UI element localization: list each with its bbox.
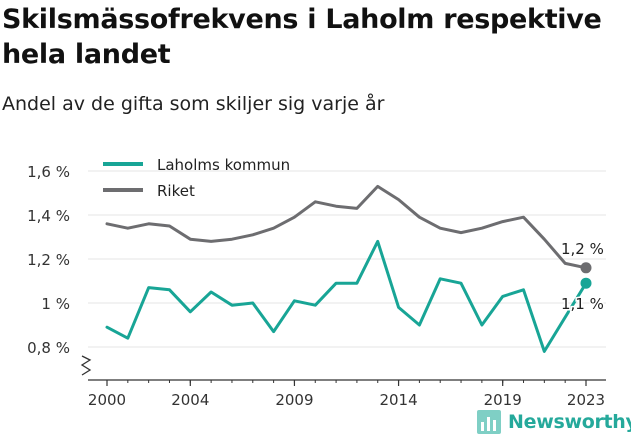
legend-label: Riket: [157, 182, 195, 200]
x-tick-label: 2009: [275, 391, 313, 409]
series-line: [105, 239, 588, 353]
end-labels: 1,1 % 1,2 %: [560, 238, 606, 314]
series-line: [105, 184, 588, 270]
x-tick-label: 2000: [88, 391, 126, 409]
y-tick-label: 1,6 %: [27, 163, 70, 181]
axis-break: [80, 355, 92, 376]
series-end-point: [580, 277, 592, 289]
y-tick-label: 1,2 %: [27, 251, 70, 269]
y-tick-label: 1,4 %: [27, 207, 70, 225]
y-tick-label: 1 %: [41, 295, 70, 313]
series-lines: [105, 184, 592, 353]
x-tick-label: 2023: [567, 391, 605, 409]
x-tick-label: 2019: [484, 391, 522, 409]
bar-chart-icon: [477, 410, 501, 434]
y-tick-label: 0,8 %: [27, 339, 70, 357]
y-axis: 0,8 % 1 % 1,2 % 1,4 % 1,6 %: [27, 163, 92, 376]
gridlines: [88, 170, 606, 348]
series-end-label: 1,1 %: [561, 295, 604, 313]
legend-label: Laholms kommun: [157, 156, 290, 174]
chart-title: Skilsmässofrekvens i Laholm respektive h…: [2, 4, 602, 70]
legend: Laholms kommun Riket: [103, 156, 290, 200]
chart-subtitle: Andel av de gifta som skiljer sig varje …: [2, 93, 385, 115]
x-tick-label: 2004: [171, 391, 209, 409]
series-end-point: [580, 262, 592, 274]
x-axis: 2000 2004 2009 2014 2019 2023: [88, 379, 606, 409]
x-tick-label: 2014: [379, 391, 417, 409]
brand-name: Newsworthy: [508, 411, 631, 433]
newsworthy-logo: Newsworthy: [476, 408, 631, 436]
series-end-label: 1,2 %: [561, 240, 604, 258]
